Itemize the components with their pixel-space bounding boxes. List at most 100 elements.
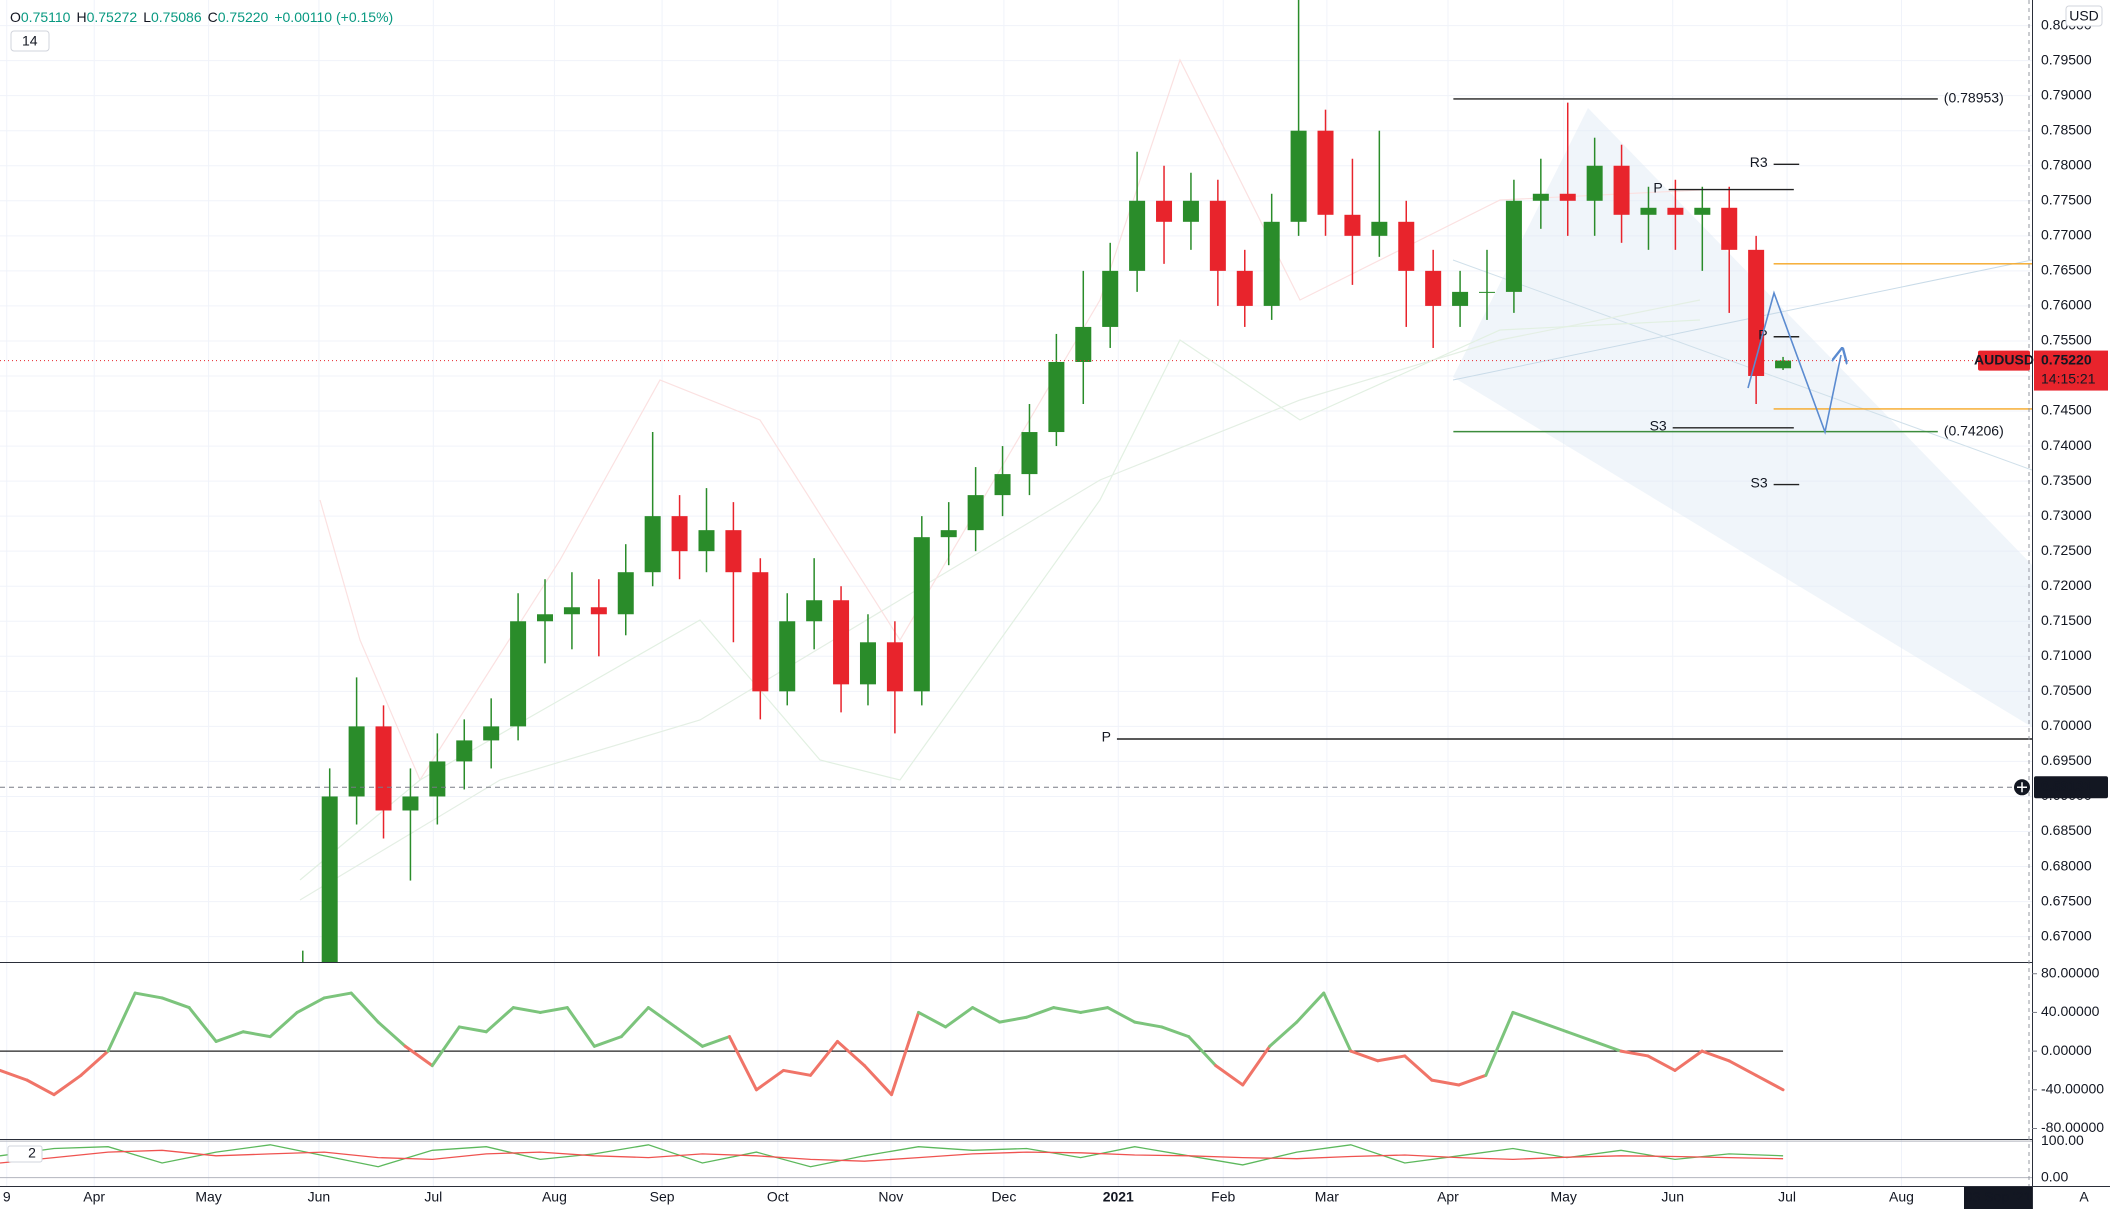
oscillator-segment [484, 1006, 515, 1034]
y-tick-label: 0.70000 [2041, 717, 2092, 733]
decor [299, 58, 2032, 901]
candle-body [833, 600, 850, 685]
x-tick-label: Feb [1211, 1189, 1235, 1205]
y-tick-label: 0.76000 [2041, 297, 2092, 313]
oscillator-segment [241, 1030, 272, 1039]
x-tick-label: Jul [1778, 1189, 1796, 1205]
oscillator-segment [538, 1006, 569, 1014]
candle-body [348, 726, 365, 797]
y-tick-label: -40.00000 [2041, 1081, 2104, 1097]
oscillator-segment [268, 1010, 299, 1039]
candle-body [590, 607, 607, 615]
y-tick-label: 0.78500 [2041, 121, 2092, 137]
oscillator-segment [1187, 1035, 1218, 1068]
candle-body [1371, 221, 1388, 236]
oscillator-segment [1106, 1006, 1137, 1024]
y-tick-label: 0.79000 [2041, 86, 2092, 102]
ohlc-key: L [143, 9, 151, 25]
x-tick-label: Dec [991, 1189, 1016, 1205]
oscillator-segment [565, 1006, 596, 1048]
oscillator-segment [835, 1039, 867, 1068]
candle-body [321, 796, 338, 962]
oscillator-segment [1079, 1006, 1110, 1014]
oscillator-segment [1052, 1006, 1083, 1014]
x-tick-label: Sep [650, 1189, 675, 1205]
candle-body [1640, 207, 1657, 215]
x-tick-label: Jul [424, 1189, 442, 1205]
candle-body [1505, 200, 1522, 292]
x-tick-label: Nov [878, 1189, 903, 1205]
symbol-label: AUDUSD [1974, 351, 2034, 367]
y-tick-label: 0.77500 [2041, 191, 2092, 207]
candle-body [456, 740, 473, 762]
y-tick-label: 0.71000 [2041, 647, 2092, 663]
oscillator-segment [1565, 1030, 1596, 1043]
oscillator-segment [1727, 1059, 1758, 1077]
x-tick-label: Jun [1661, 1189, 1684, 1205]
oscillator-segment [79, 1049, 110, 1077]
y-tick-label: 0.74500 [2041, 402, 2092, 418]
price-badge-label: 0.75220 [2041, 351, 2092, 367]
candle-body [1559, 193, 1576, 201]
y-tick-label: 0.70500 [2041, 682, 2092, 698]
indicator-length: 14 [22, 33, 38, 49]
candle-body [1102, 270, 1119, 327]
oscillator-segment [457, 1025, 488, 1034]
x-tick-label: Jun [308, 1189, 331, 1205]
candle-body [1236, 270, 1253, 306]
oscillator-segment [890, 1010, 921, 1097]
scale-mode[interactable]: A [2079, 1189, 2089, 1205]
candle-body [1344, 214, 1361, 236]
oscillator-segment [0, 1068, 29, 1082]
candle-body [967, 495, 984, 531]
candle-body [402, 796, 419, 811]
oscillator-segment [1646, 1054, 1677, 1072]
oscillator-segment [619, 1006, 650, 1039]
candle-body [752, 572, 769, 692]
oscillator-segment [1457, 1073, 1488, 1087]
y-tick-label: 0.78000 [2041, 156, 2092, 172]
oscillator-segment [1403, 1054, 1434, 1082]
oscillator-segment [376, 1020, 407, 1048]
candle-body [1775, 360, 1792, 369]
x-tick-label: Apr [83, 1189, 105, 1205]
candle-body [1478, 291, 1495, 293]
currency-button[interactable] [2065, 5, 2103, 27]
symbol-badge [1978, 350, 2030, 371]
candle-body [1182, 200, 1199, 222]
indicator-badge[interactable] [10, 30, 50, 52]
oscillator-segment [1700, 1049, 1731, 1063]
oscillator-segment [214, 1030, 245, 1043]
candle-body [537, 614, 554, 622]
candle-body [1290, 130, 1307, 222]
candle-body [563, 607, 580, 615]
oscillator-segment [1160, 1025, 1191, 1039]
oscillator-segment [1268, 1020, 1299, 1048]
channel-line [1452, 259, 2032, 471]
channel [1453, 108, 2032, 727]
header: O0.75110 H0.75272 L0.75086 C0.75220 +0.00110… [10, 9, 393, 52]
y-tick-label: 0.77000 [2041, 227, 2092, 243]
oscillator-segment [863, 1064, 894, 1097]
ohlc-key: H [76, 9, 86, 25]
oscillator-segment [1376, 1054, 1407, 1063]
oscillator-segment [754, 1068, 785, 1092]
candle-body [1021, 432, 1038, 475]
projection-path [1747, 290, 1841, 435]
candle-body [1129, 200, 1146, 271]
oscillator-segment [25, 1078, 56, 1097]
y-tick-label: 0.68500 [2041, 822, 2092, 838]
oscillator-segment [592, 1035, 623, 1048]
oscillator-segment [1538, 1020, 1569, 1034]
x-tick-label: May [1550, 1189, 1576, 1205]
oscillator-segment [1133, 1020, 1164, 1029]
candle-body [913, 537, 930, 692]
moving-average [299, 299, 1701, 901]
x-tick-label: 9 [3, 1189, 11, 1205]
band-line [319, 58, 1701, 782]
oscillator-segment [322, 991, 353, 1000]
y-tick-label: 0.74000 [2041, 437, 2092, 453]
oscillator-segment [511, 1006, 542, 1014]
